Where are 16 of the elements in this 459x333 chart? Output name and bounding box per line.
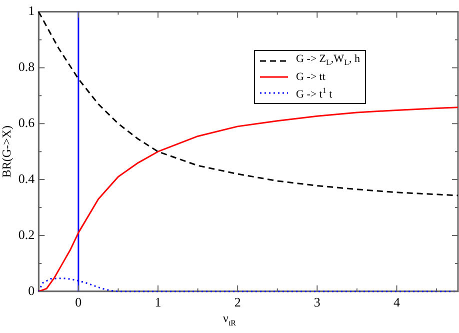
x-tick-label: 1 — [154, 294, 162, 310]
y-tick-label: 0.6 — [18, 115, 36, 130]
x-tick-label: 0 — [75, 294, 82, 310]
legend-label: G -> tt — [296, 70, 326, 84]
x-tick-label: 3 — [314, 294, 320, 310]
y-axis-title: BR(G->X) — [0, 126, 14, 178]
legend-label: G -> Z$_{L}$,W$_{L}$, h — [296, 52, 360, 69]
y-tick-label: 0.8 — [18, 59, 35, 74]
x-tick-label: 4 — [393, 294, 400, 310]
x-axis-title: ν$_{tR}$ — [222, 311, 237, 328]
x-tick-label: 2 — [234, 294, 241, 310]
y-tick-label: 0.4 — [18, 170, 36, 186]
y-tick-label: 0 — [28, 282, 35, 298]
y-tick-label: 1 — [28, 3, 35, 18]
y-tick-label: 0.2 — [18, 226, 35, 242]
legend-label: G -> t$^{1}$ t — [296, 84, 332, 102]
